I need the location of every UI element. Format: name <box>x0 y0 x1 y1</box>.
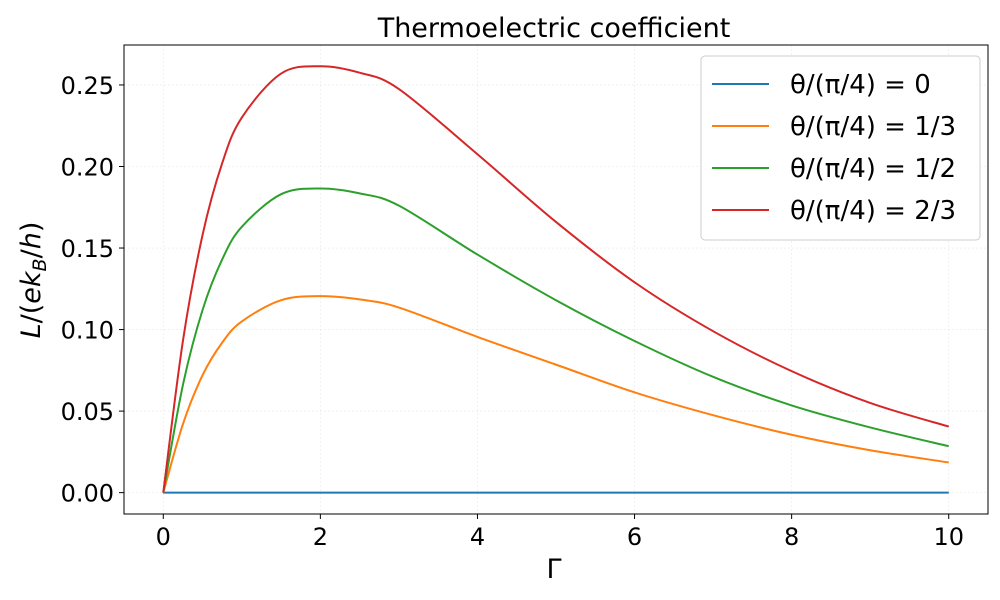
x-tick-label: 10 <box>933 523 964 551</box>
legend-box <box>700 55 981 241</box>
x-tick-label: 6 <box>627 523 642 551</box>
x-tick-label: 2 <box>313 523 328 551</box>
x-axis-label: Γ <box>546 554 561 585</box>
x-tick-label: 0 <box>156 523 171 551</box>
y-axis-label: L/(ekB/h) <box>16 222 51 339</box>
y-tick-label: 0.15 <box>61 235 114 263</box>
series-line-2 <box>162 187 949 493</box>
x-tick-label: 4 <box>470 523 485 551</box>
series-line-3 <box>162 65 950 493</box>
legend-label: θ/(π/4) = 2/3 <box>790 196 956 226</box>
svg-text:L/(ekB/h): L/(ekB/h) <box>16 222 51 339</box>
chart-title: Thermoelectric coefficient <box>377 13 731 44</box>
y-tick-label: 0.10 <box>61 317 114 345</box>
legend-label: θ/(π/4) = 1/3 <box>790 112 956 142</box>
y-tick-label: 0.25 <box>61 72 114 100</box>
x-tick-label: 8 <box>784 523 799 551</box>
series-lines <box>162 65 950 494</box>
y-tick-label: 0.20 <box>61 153 114 181</box>
series-line-1 <box>162 295 949 493</box>
plot-frame <box>123 44 989 515</box>
legend-label: θ/(π/4) = 0 <box>790 70 931 100</box>
legend-label: θ/(π/4) = 1/2 <box>790 154 956 184</box>
legend: θ/(π/4) = 0 θ/(π/4) = 1/3 θ/(π/4) = 1/2 θ/(… <box>700 55 981 241</box>
y-axis: 0.00 0.05 0.10 0.15 0.20 0.25 <box>61 72 124 508</box>
y-tick-label: 0.00 <box>61 480 114 508</box>
y-tick-label: 0.05 <box>61 398 114 426</box>
x-axis: 0 2 4 6 8 10 <box>156 514 964 551</box>
